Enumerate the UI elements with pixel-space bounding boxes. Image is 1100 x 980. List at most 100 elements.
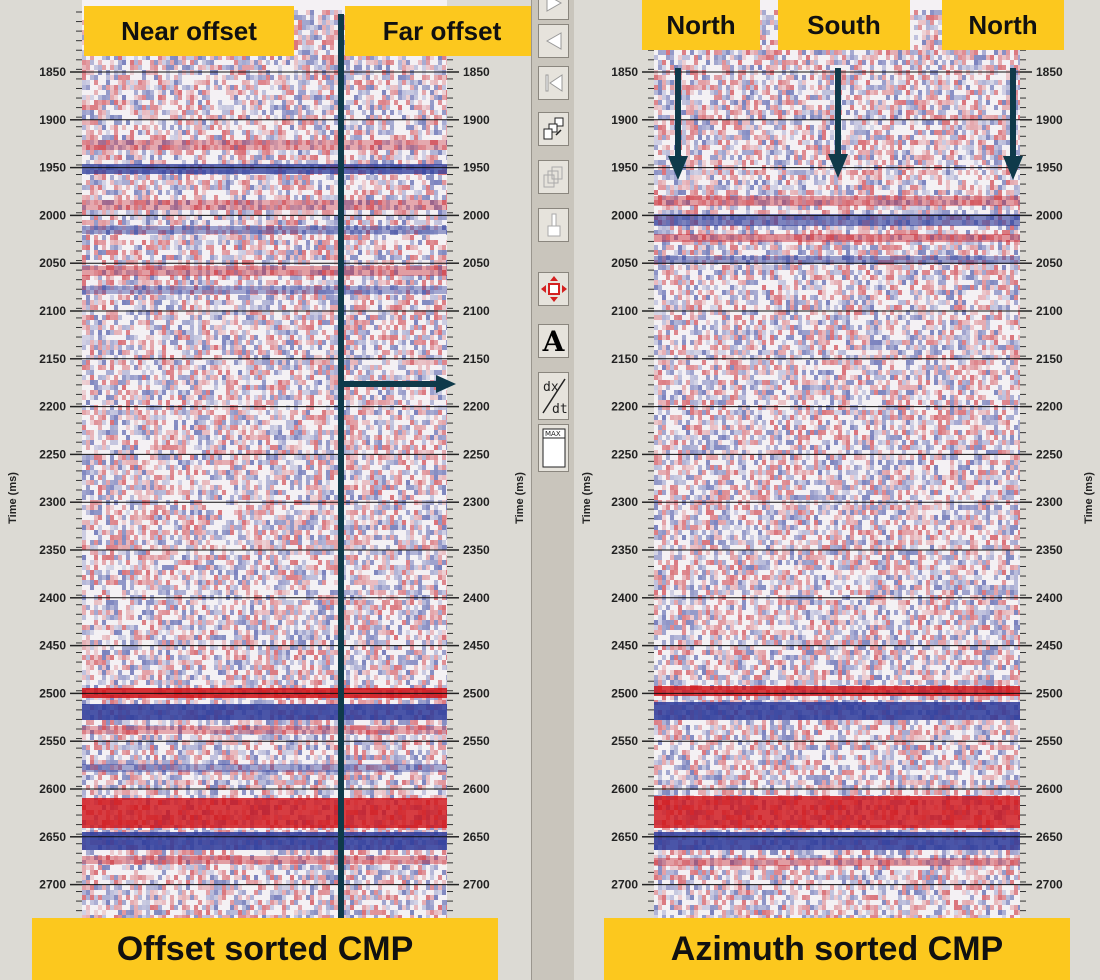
- offset-arrow-head: [436, 375, 456, 393]
- time-axis-title: Time (ms): [514, 472, 526, 524]
- arrow-left-icon: [545, 32, 561, 50]
- time-tick-label: 2600: [611, 782, 638, 796]
- stacked-pages-icon: [543, 166, 562, 188]
- reflector-band: [654, 234, 1020, 242]
- first-frame-button[interactable]: [538, 66, 569, 100]
- time-tick-label: 2450: [463, 639, 490, 653]
- far-offset-label: Far offset: [345, 6, 539, 56]
- arrow-right-icon: [546, 0, 562, 12]
- time-tick-label: 2700: [463, 878, 490, 892]
- copy-frames-icon: [543, 117, 563, 140]
- time-tick-label: 2650: [39, 830, 66, 844]
- direction-label-south: South: [778, 0, 910, 50]
- time-tick-label: 1950: [611, 161, 638, 175]
- reflector-band: [654, 796, 1020, 828]
- time-tick-label: 1850: [1036, 65, 1063, 79]
- paintbrush-icon: [547, 213, 560, 237]
- time-tick-label: 1850: [611, 65, 638, 79]
- reflector-band: [82, 164, 447, 174]
- time-tick-label: 2300: [463, 495, 490, 509]
- time-tick-label: 2400: [39, 591, 66, 605]
- time-tick-label: 2300: [1036, 495, 1063, 509]
- time-tick-label: 1950: [463, 161, 490, 175]
- reflector-band: [82, 200, 447, 210]
- stacked-pages-button[interactable]: [538, 160, 569, 194]
- reflector-band: [82, 856, 447, 864]
- move-button[interactable]: [538, 272, 569, 306]
- north-arrow-2-head: [1003, 156, 1023, 180]
- reflector-band: [82, 704, 447, 720]
- time-tick-label: 2500: [1036, 686, 1063, 700]
- time-tick-label: 2200: [611, 400, 638, 414]
- time-tick-label: 2450: [1036, 639, 1063, 653]
- time-axis-title: Time (ms): [7, 472, 19, 524]
- offset-seismic-section: [82, 0, 447, 920]
- arrow-right-button[interactable]: [538, 0, 569, 20]
- time-tick-label: 2450: [611, 639, 638, 653]
- reflector-band: [82, 286, 447, 294]
- first-frame-icon: [545, 74, 562, 92]
- time-tick-label: 2250: [1036, 447, 1063, 461]
- time-tick-label: 1900: [1036, 113, 1063, 127]
- time-tick-label: 2050: [611, 256, 638, 270]
- time-tick-label: 2500: [463, 686, 490, 700]
- max-icon: MAX: [542, 428, 565, 468]
- reflector-band: [654, 858, 1020, 866]
- azimuth-markers: [668, 68, 1023, 180]
- time-tick-label: 2150: [39, 352, 66, 366]
- time-tick-label: 2350: [1036, 543, 1063, 557]
- time-tick-label: 2150: [463, 352, 490, 366]
- near-offset-label: Near offset: [84, 6, 294, 56]
- reflector-band: [654, 702, 1020, 720]
- reflector-band: [82, 764, 447, 772]
- time-tick-label: 1850: [463, 65, 490, 79]
- copy-frames-button[interactable]: [538, 112, 569, 146]
- time-tick-label: 2350: [611, 543, 638, 557]
- offset-sorted-panel: 1850 1900 1950 2000 2050 2100 2150 2200 2250 2300…: [0, 0, 539, 980]
- time-tick-label: 2150: [1036, 352, 1063, 366]
- derivative-button[interactable]: dx dt: [538, 372, 569, 420]
- time-tick-label: 2050: [1036, 256, 1063, 270]
- text-annotation-icon: A: [543, 325, 565, 358]
- left-time-axis: 1850 1900 1950 2000 2050 2100 2150 2200 2250 2300…: [0, 0, 82, 920]
- reflector-band: [654, 256, 1020, 264]
- offset-markers: [338, 14, 456, 920]
- azimuth-caption: Azimuth sorted CMP: [604, 918, 1070, 980]
- direction-label-north-1: North: [642, 0, 760, 50]
- time-tick-label: 1900: [611, 113, 638, 127]
- time-tick-label: 1950: [39, 161, 66, 175]
- right-time-axis: 1850 1900 1950 2000 2050 2100 2150 2200 2250 2300…: [1020, 0, 1100, 920]
- time-tick-label: 1900: [39, 113, 66, 127]
- time-tick-label: 2100: [463, 304, 490, 318]
- reflector-band: [654, 196, 1020, 206]
- offset-caption: Offset sorted CMP: [32, 918, 498, 980]
- time-tick-label: 2550: [1036, 734, 1063, 748]
- time-tick-label: 1850: [39, 65, 66, 79]
- time-tick-label: 2250: [611, 447, 638, 461]
- time-tick-label: 2050: [463, 256, 490, 270]
- time-tick-label: 2400: [463, 591, 490, 605]
- time-tick-label: 2550: [463, 734, 490, 748]
- time-tick-label: 2300: [39, 495, 66, 509]
- paintbrush-button[interactable]: [538, 208, 569, 242]
- time-tick-label: 2100: [611, 304, 638, 318]
- time-tick-label: 2200: [39, 400, 66, 414]
- time-tick-label: 2150: [611, 352, 638, 366]
- text-annotation-button[interactable]: A: [538, 324, 569, 358]
- time-tick-label: 2000: [611, 208, 638, 222]
- time-tick-label: 2200: [463, 400, 490, 414]
- max-button[interactable]: MAX: [538, 424, 569, 472]
- arrow-left-button[interactable]: [538, 24, 569, 58]
- max-label: MAX: [545, 430, 561, 438]
- time-tick-label: 2350: [463, 543, 490, 557]
- north-arrow-1-head: [668, 156, 688, 180]
- derivative-label-bottom: dt: [552, 402, 568, 417]
- time-tick-label: 2450: [39, 639, 66, 653]
- reflector-band: [82, 726, 447, 734]
- time-tick-label: 2600: [39, 782, 66, 796]
- time-tick-label: 2100: [39, 304, 66, 318]
- time-tick-label: 2250: [463, 447, 490, 461]
- time-axis-title: Time (ms): [581, 472, 593, 524]
- time-tick-label: 2650: [611, 830, 638, 844]
- time-tick-label: 2550: [611, 734, 638, 748]
